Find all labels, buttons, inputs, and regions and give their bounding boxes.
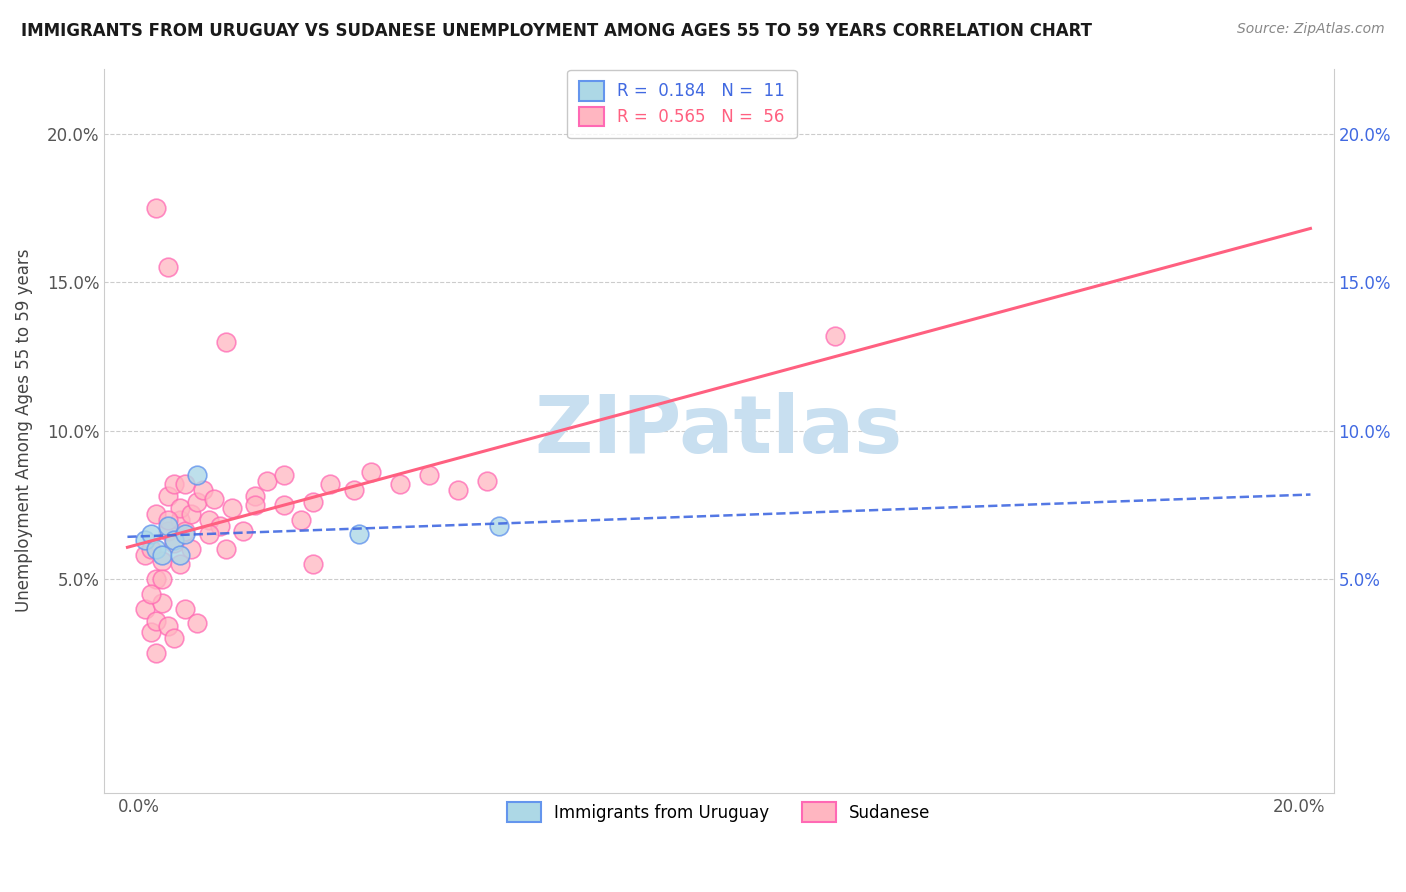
Point — [273, 498, 295, 512]
Point — [157, 518, 180, 533]
Point — [475, 474, 498, 488]
Point — [163, 536, 186, 550]
Point — [169, 557, 191, 571]
Point — [145, 614, 167, 628]
Point — [186, 468, 208, 483]
Point — [221, 500, 243, 515]
Point — [243, 489, 266, 503]
Point — [169, 513, 191, 527]
Point — [139, 527, 162, 541]
Point — [186, 495, 208, 509]
Point — [150, 596, 173, 610]
Point — [145, 646, 167, 660]
Point — [215, 542, 238, 557]
Point — [447, 483, 470, 497]
Point — [342, 483, 364, 497]
Point — [180, 542, 202, 557]
Point — [197, 513, 219, 527]
Point — [186, 616, 208, 631]
Point — [157, 524, 180, 539]
Point — [145, 542, 167, 557]
Point — [418, 468, 440, 483]
Point — [824, 328, 846, 343]
Point — [290, 513, 312, 527]
Point — [145, 572, 167, 586]
Point — [145, 201, 167, 215]
Point — [243, 498, 266, 512]
Point — [150, 572, 173, 586]
Point — [360, 465, 382, 479]
Point — [273, 468, 295, 483]
Point — [150, 548, 173, 562]
Point — [163, 632, 186, 646]
Point — [197, 527, 219, 541]
Point — [150, 554, 173, 568]
Point — [139, 587, 162, 601]
Point — [163, 533, 186, 548]
Point — [169, 500, 191, 515]
Point — [319, 477, 342, 491]
Point — [215, 334, 238, 349]
Point — [163, 477, 186, 491]
Point — [157, 260, 180, 275]
Point — [139, 625, 162, 640]
Point — [256, 474, 278, 488]
Point — [488, 518, 510, 533]
Text: IMMIGRANTS FROM URUGUAY VS SUDANESE UNEMPLOYMENT AMONG AGES 55 TO 59 YEARS CORRE: IMMIGRANTS FROM URUGUAY VS SUDANESE UNEM… — [21, 22, 1092, 40]
Point — [157, 489, 180, 503]
Point — [157, 619, 180, 633]
Point — [174, 524, 197, 539]
Point — [134, 601, 156, 615]
Point — [302, 495, 325, 509]
Point — [180, 507, 202, 521]
Y-axis label: Unemployment Among Ages 55 to 59 years: Unemployment Among Ages 55 to 59 years — [15, 249, 32, 612]
Point — [349, 527, 371, 541]
Point — [302, 557, 325, 571]
Legend: Immigrants from Uruguay, Sudanese: Immigrants from Uruguay, Sudanese — [494, 789, 943, 835]
Point — [388, 477, 411, 491]
Point — [134, 533, 156, 548]
Point — [169, 548, 191, 562]
Point — [232, 524, 254, 539]
Point — [157, 513, 180, 527]
Point — [209, 518, 232, 533]
Point — [145, 507, 167, 521]
Point — [191, 483, 214, 497]
Point — [174, 477, 197, 491]
Point — [174, 601, 197, 615]
Point — [204, 491, 226, 506]
Point — [174, 527, 197, 541]
Text: Source: ZipAtlas.com: Source: ZipAtlas.com — [1237, 22, 1385, 37]
Point — [139, 542, 162, 557]
Point — [134, 548, 156, 562]
Text: ZIPatlas: ZIPatlas — [534, 392, 903, 469]
